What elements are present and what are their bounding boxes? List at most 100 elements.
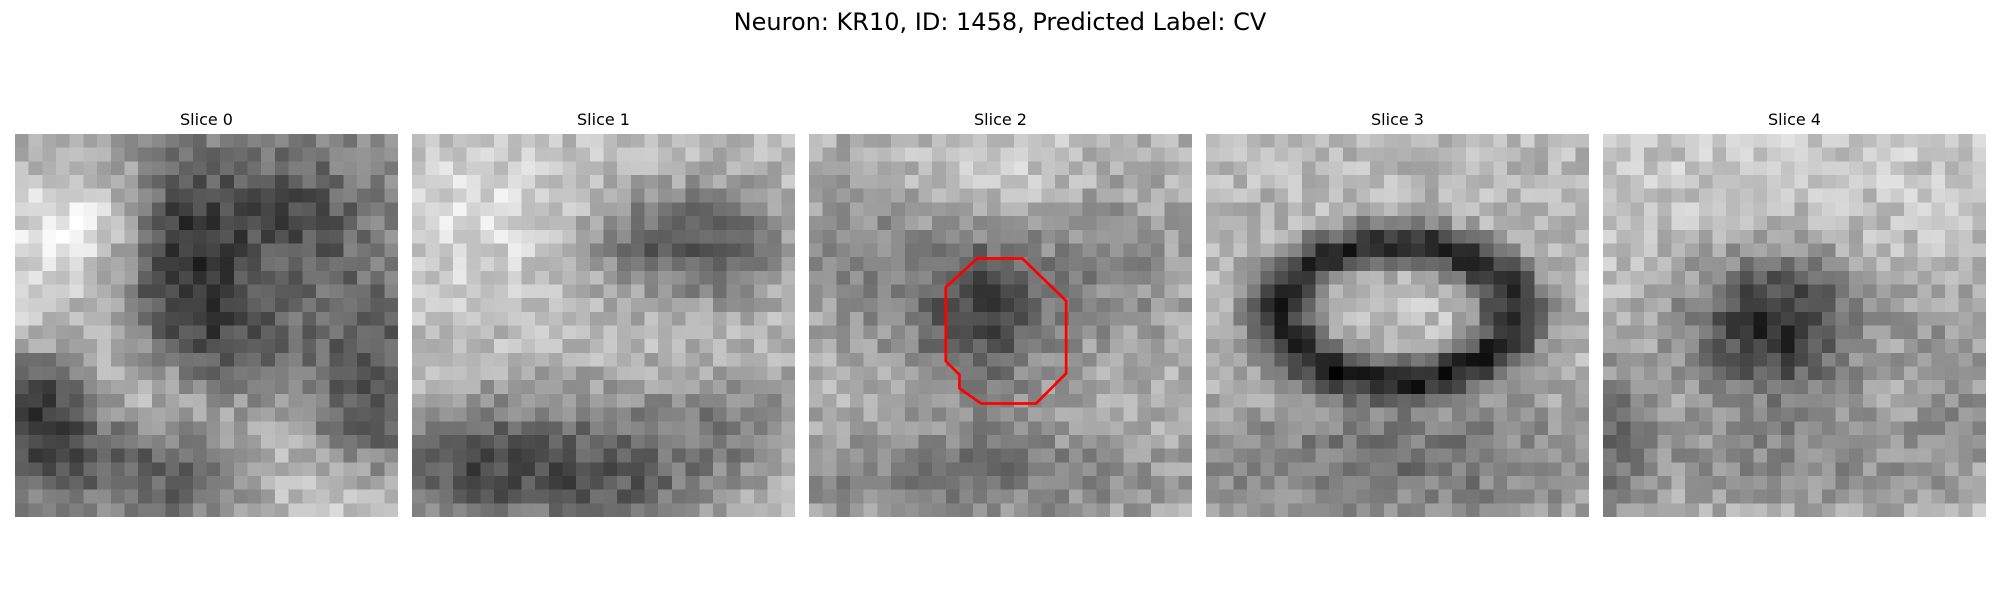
image-pixel [453, 243, 467, 258]
image-pixel [1274, 284, 1289, 299]
image-pixel [1014, 407, 1029, 422]
image-pixel [1082, 284, 1097, 299]
image-pixel [753, 134, 768, 148]
image-pixel [28, 421, 43, 436]
image-pixel [1712, 489, 1727, 504]
image-pixel [1301, 475, 1316, 490]
image-pixel [863, 366, 878, 381]
image-pixel [412, 366, 426, 381]
image-pixel [1055, 243, 1070, 258]
image-pixel [548, 188, 563, 203]
image-pixel [781, 462, 795, 477]
image-pixel [1958, 229, 1973, 244]
image-pixel [1178, 175, 1192, 189]
image-pixel [1027, 489, 1042, 504]
image-pixel [42, 270, 57, 285]
image-pixel [1082, 202, 1097, 217]
image-pixel [671, 325, 686, 340]
image-pixel [521, 161, 536, 176]
image-pixel [1219, 175, 1234, 189]
image-pixel [1534, 161, 1549, 176]
image-pixel [1397, 462, 1412, 477]
image-pixel [1561, 147, 1576, 162]
image-pixel [1780, 134, 1795, 148]
image-pixel [1630, 489, 1645, 504]
image-pixel [699, 325, 714, 340]
image-pixel [1726, 325, 1741, 340]
image-pixel [850, 188, 864, 203]
image-pixel [233, 202, 248, 217]
image-pixel [1630, 503, 1645, 517]
image-pixel [1958, 380, 1973, 395]
image-pixel [1767, 147, 1782, 162]
image-pixel [712, 216, 727, 231]
image-pixel [370, 243, 385, 258]
image-pixel [1739, 489, 1754, 504]
image-pixel [1301, 134, 1316, 148]
image-pixel [384, 434, 398, 449]
image-pixel [1055, 462, 1070, 477]
image-pixel [1603, 298, 1617, 313]
image-pixel [1726, 175, 1741, 189]
image-pixel [425, 421, 440, 436]
image-pixel [630, 366, 645, 381]
image-pixel [480, 407, 495, 422]
image-pixel [97, 134, 112, 148]
image-pixel [1767, 284, 1782, 299]
image-pixel [1219, 407, 1234, 422]
image-pixel [1219, 475, 1234, 490]
image-pixel [1342, 366, 1357, 381]
image-pixel [918, 257, 933, 272]
image-pixel [1753, 503, 1768, 517]
image-pixel [959, 434, 974, 449]
image-pixel [767, 147, 782, 162]
image-pixel [1301, 339, 1316, 354]
image-pixel [1561, 462, 1576, 477]
image-pixel [945, 257, 960, 272]
image-pixel [1739, 298, 1754, 313]
image-pixel [685, 298, 700, 313]
image-pixel [1958, 270, 1973, 285]
image-pixel [671, 366, 686, 381]
image-pixel [877, 434, 892, 449]
image-pixel [1917, 134, 1932, 148]
image-pixel [1315, 503, 1330, 517]
image-pixel [138, 489, 153, 504]
image-pixel [1917, 462, 1932, 477]
image-pixel [1096, 489, 1111, 504]
image-pixel [1424, 161, 1439, 176]
image-pixel [1342, 284, 1357, 299]
image-pixel [767, 393, 782, 408]
image-pixel [1808, 202, 1823, 217]
image-pixel [1534, 257, 1549, 272]
image-pixel [548, 216, 563, 231]
image-pixel [1739, 147, 1754, 162]
image-pixel [1739, 339, 1754, 354]
image-pixel [28, 462, 43, 477]
image-pixel [1206, 284, 1220, 299]
image-pixel [918, 339, 933, 354]
image-pixel [767, 298, 782, 313]
image-pixel [1630, 366, 1645, 381]
image-pixel [124, 407, 139, 422]
image-pixel [1712, 393, 1727, 408]
image-pixel [726, 147, 741, 162]
image-pixel [877, 325, 892, 340]
image-pixel [658, 366, 673, 381]
image-pixel [836, 188, 851, 203]
image-pixel [630, 475, 645, 490]
image-pixel [69, 311, 84, 326]
image-pixel [891, 489, 906, 504]
image-pixel [1068, 134, 1083, 148]
image-pixel [1698, 284, 1713, 299]
image-pixel [261, 407, 276, 422]
image-pixel [1534, 489, 1549, 504]
image-pixel [1397, 175, 1412, 189]
image-pixel [945, 147, 960, 162]
image-pixel [521, 325, 536, 340]
image-pixel [110, 311, 125, 326]
image-pixel [1671, 421, 1686, 436]
image-pixel [904, 229, 919, 244]
image-pixel [986, 161, 1001, 176]
image-pixel [1014, 421, 1029, 436]
